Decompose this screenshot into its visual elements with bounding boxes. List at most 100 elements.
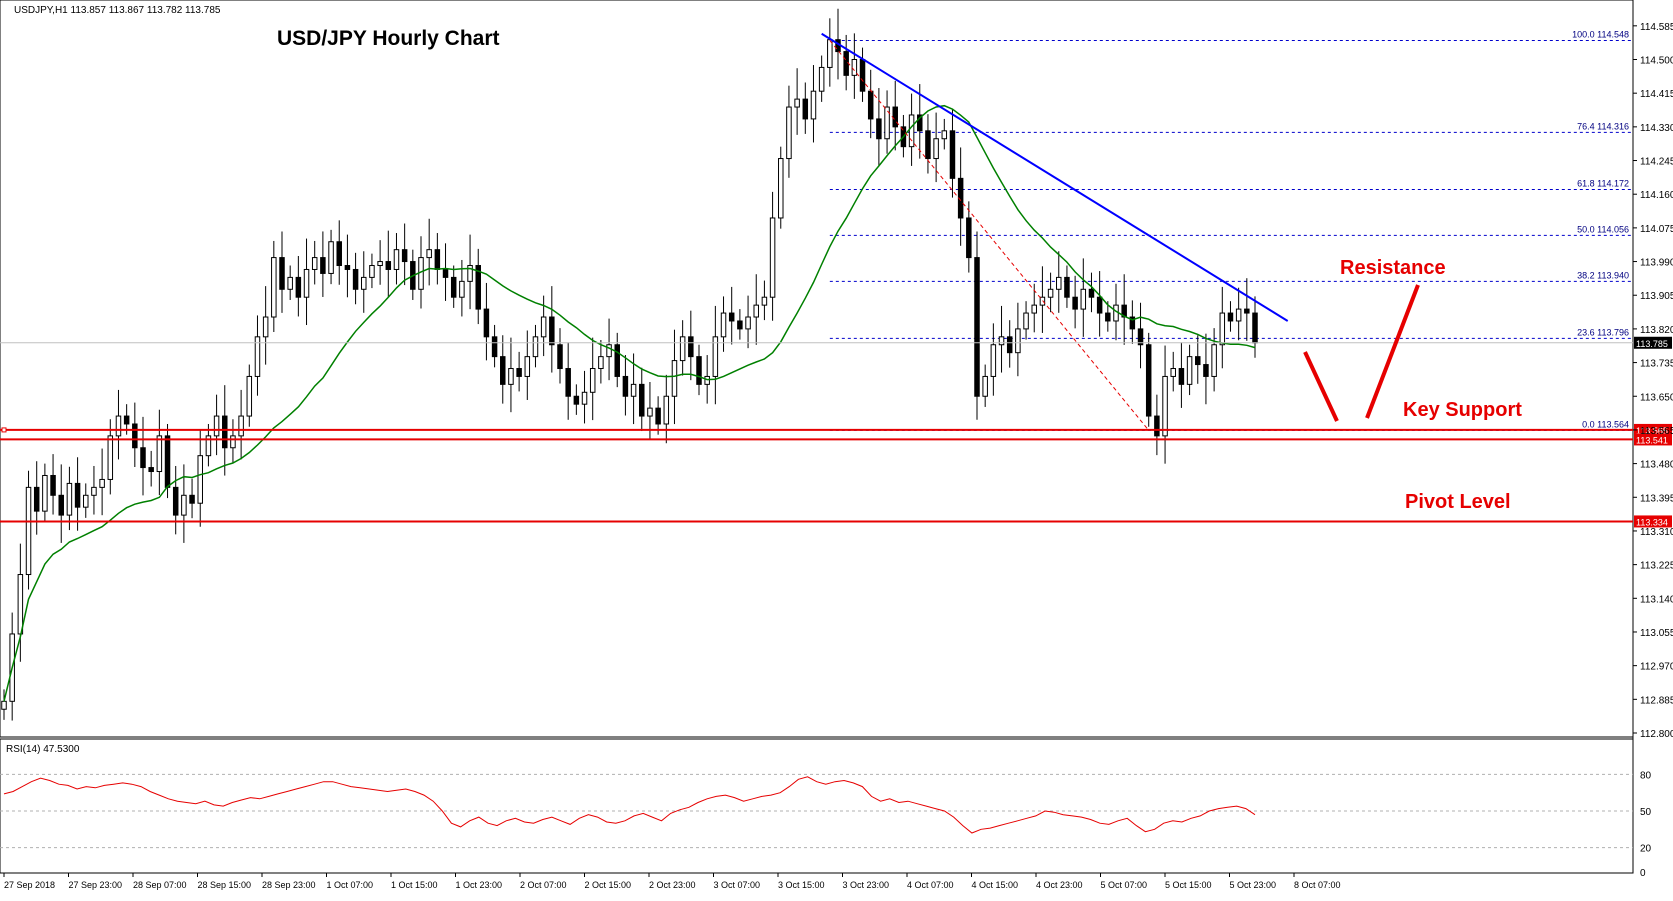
- candle-bear: [189, 494, 195, 504]
- candle-bear: [917, 114, 923, 132]
- candle-bull: [426, 249, 432, 259]
- candle-bull: [328, 241, 334, 274]
- candle-bull: [271, 257, 277, 318]
- candle-bull: [581, 391, 588, 405]
- candle-bear: [344, 265, 351, 270]
- time-tick-label: 2 Oct 23:00: [649, 880, 696, 890]
- candle-bear: [1088, 288, 1095, 298]
- chart-title: USD/JPY Hourly Chart: [277, 27, 500, 50]
- fib-level-label: 100.0 114.548: [1572, 29, 1629, 39]
- candle-bull: [663, 395, 670, 425]
- candle-bear: [1129, 316, 1136, 330]
- pivot-level-label: Pivot Level: [1405, 491, 1511, 513]
- time-tick-label: 1 Oct 15:00: [391, 880, 438, 890]
- candle-bear: [966, 217, 972, 259]
- candle-bear: [1096, 296, 1103, 314]
- time-tick-label: 1 Oct 23:00: [456, 880, 503, 890]
- price-tick-label: 113.055: [1640, 628, 1673, 639]
- candle-bear: [172, 486, 179, 516]
- candle-bull: [156, 435, 163, 473]
- price-badge: [1634, 515, 1672, 528]
- time-tick-label: 28 Sep 15:00: [198, 880, 252, 890]
- candle-bear: [483, 308, 490, 338]
- rsi-tick-label: 80: [1640, 770, 1652, 781]
- candle-bull: [230, 435, 236, 449]
- candle-bull: [303, 268, 310, 298]
- candle-bull: [99, 478, 105, 488]
- rsi-tick-label: 0: [1640, 868, 1646, 879]
- candle-bull: [1023, 312, 1029, 330]
- candle-bull: [1080, 288, 1087, 310]
- price-tick-label: 114.585: [1640, 22, 1673, 33]
- candle-bull: [941, 130, 948, 140]
- rsi-panel-frame: [0, 738, 1634, 874]
- rsi-axis: 80 50 20 0: [1640, 770, 1652, 879]
- candle-bear: [614, 344, 620, 377]
- price-tick-label: 113.565: [1640, 426, 1673, 437]
- candle-bear: [876, 118, 882, 140]
- candle-bull: [459, 280, 465, 298]
- price-tick-label: 113.735: [1640, 359, 1673, 370]
- candle-bear: [892, 106, 898, 128]
- candle-bear: [385, 261, 392, 270]
- time-tick-label: 5 Oct 07:00: [1101, 880, 1148, 890]
- price-tick-label: 113.650: [1640, 392, 1673, 403]
- time-tick-label: 3 Oct 15:00: [778, 880, 825, 890]
- time-tick-label: 5 Oct 23:00: [1230, 880, 1277, 890]
- candle-bear: [148, 467, 154, 473]
- candle-bull: [745, 316, 751, 330]
- candle-bull: [369, 265, 375, 278]
- fib-level-label: 61.8 114.172: [1577, 178, 1629, 188]
- candle-bull: [377, 261, 383, 267]
- candle-bull: [810, 90, 817, 120]
- candle-bear: [401, 249, 408, 263]
- candle-bull: [1, 700, 7, 710]
- candle-bear: [1203, 364, 1209, 377]
- candle-bear: [737, 320, 743, 330]
- price-tick-label: 114.075: [1640, 224, 1673, 235]
- candle-bull: [508, 368, 514, 385]
- candle-bear: [1064, 276, 1070, 298]
- rsi-label: RSI(14) 47.5300: [6, 744, 80, 755]
- candle-bull: [1219, 312, 1226, 346]
- price-axis: 114.585 114.500 114.415 114.330 114.245 114.1…: [1633, 22, 1673, 740]
- time-tick-label: 27 Sep 2018: [4, 880, 55, 890]
- price-tick-label: 112.800: [1640, 729, 1673, 740]
- candle-bear: [320, 257, 326, 274]
- candle-bull: [540, 316, 547, 338]
- candle-bear: [279, 257, 285, 290]
- price-tick-label: 114.330: [1640, 123, 1673, 134]
- candle-bull: [25, 486, 32, 576]
- candle-bear: [557, 344, 563, 370]
- candle-bull: [598, 356, 604, 370]
- current-price-label: 113.785: [1636, 339, 1668, 349]
- price-tick-label: 113.820: [1640, 325, 1673, 336]
- candle-bear: [516, 368, 522, 377]
- candle-bear: [1072, 296, 1078, 310]
- price-tick-label: 113.990: [1640, 258, 1673, 269]
- candle-bull: [827, 39, 833, 68]
- rsi-line: [3, 776, 1256, 834]
- candle-bear: [639, 383, 645, 417]
- candle-bear: [1244, 308, 1250, 314]
- line-anchor-marker: [1, 427, 7, 433]
- symbol-info: USDJPY,H1 113.857 113.867 113.782 113.78…: [14, 5, 221, 16]
- candle-bull: [361, 276, 367, 290]
- candle-bear: [1006, 336, 1013, 354]
- downtrend-line: [821, 32, 1289, 322]
- candle-bear: [688, 336, 694, 358]
- candle-bear: [500, 356, 506, 385]
- candle-bear: [491, 336, 498, 358]
- candle-bear: [949, 130, 956, 179]
- rsi-levels: [0, 773, 1633, 849]
- candle-bear: [222, 415, 228, 449]
- fib-level-label: 38.2 113.940: [1577, 270, 1629, 280]
- candle-bull: [91, 486, 97, 496]
- candle-bull: [107, 435, 114, 480]
- candle-bull: [720, 312, 727, 338]
- candle-bull: [761, 296, 768, 306]
- price-tick-label: 113.140: [1640, 594, 1673, 605]
- down-arrow-line: [1303, 351, 1339, 422]
- candle-bull: [1039, 296, 1046, 306]
